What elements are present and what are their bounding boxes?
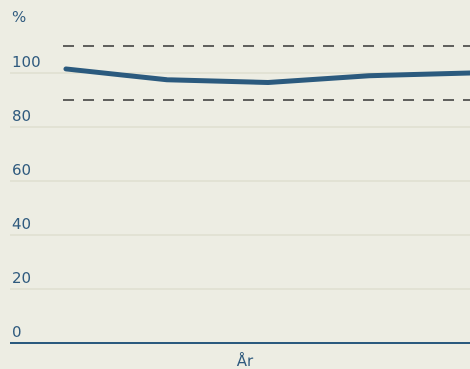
y-tick-label-20: 20: [12, 269, 31, 287]
y-tick-label-80: 80: [12, 107, 31, 125]
series-line-0: [63, 66, 470, 85]
y-tick-label-40: 40: [12, 215, 31, 233]
x-axis-title: År: [237, 351, 254, 369]
y-axis-title: %: [12, 8, 26, 26]
y-tick-labels: 0 20 40 60 80 100: [12, 53, 41, 341]
y-tick-label-100: 100: [12, 53, 41, 71]
y-tick-label-60: 60: [12, 161, 31, 179]
series-group: [63, 66, 470, 85]
gridlines: [10, 72, 470, 290]
y-tick-label-0: 0: [12, 323, 22, 341]
reference-lines: [63, 45, 470, 101]
